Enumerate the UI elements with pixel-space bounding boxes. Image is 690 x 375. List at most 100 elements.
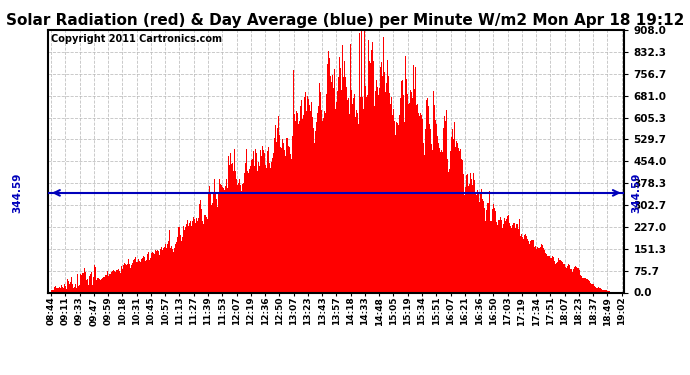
Bar [511, 228, 513, 292]
Bar [375, 92, 376, 292]
Bar [101, 279, 102, 292]
Bar [303, 115, 304, 292]
Bar [180, 235, 181, 292]
Bar [133, 260, 134, 292]
Bar [288, 146, 289, 292]
Bar [137, 262, 138, 292]
Bar [372, 42, 373, 292]
Bar [550, 258, 551, 292]
Bar [518, 229, 519, 292]
Bar [555, 264, 556, 292]
Bar [392, 116, 393, 292]
Bar [212, 203, 213, 292]
Bar [168, 243, 170, 292]
Bar [343, 77, 344, 292]
Bar [86, 280, 87, 292]
Bar [461, 159, 462, 292]
Bar [90, 274, 91, 292]
Bar [108, 274, 110, 292]
Bar [259, 166, 260, 292]
Bar [265, 165, 266, 292]
Bar [495, 211, 496, 292]
Bar [164, 247, 165, 292]
Bar [537, 247, 538, 292]
Bar [441, 150, 442, 292]
Bar [238, 183, 239, 292]
Bar [85, 272, 86, 292]
Bar [211, 206, 212, 292]
Bar [396, 122, 397, 292]
Bar [564, 264, 565, 292]
Bar [535, 246, 536, 292]
Bar [563, 264, 564, 292]
Bar [450, 151, 451, 292]
Bar [363, 109, 364, 292]
Bar [455, 147, 456, 292]
Bar [78, 286, 79, 292]
Bar [70, 287, 72, 292]
Bar [246, 159, 248, 292]
Bar [367, 95, 368, 292]
Bar [295, 112, 297, 292]
Bar [469, 184, 470, 292]
Bar [595, 287, 596, 292]
Bar [83, 273, 84, 292]
Bar [139, 261, 140, 292]
Bar [73, 288, 74, 292]
Bar [551, 258, 552, 292]
Bar [59, 288, 61, 292]
Bar [534, 246, 535, 292]
Bar [79, 274, 81, 292]
Bar [557, 262, 558, 292]
Bar [566, 267, 567, 292]
Bar [151, 253, 152, 292]
Bar [498, 220, 499, 292]
Bar [189, 224, 190, 292]
Bar [176, 243, 177, 292]
Bar [172, 249, 173, 292]
Bar [174, 248, 175, 292]
Bar [539, 248, 540, 292]
Bar [341, 90, 342, 292]
Bar [452, 129, 453, 292]
Bar [356, 110, 357, 292]
Bar [386, 83, 387, 292]
Bar [58, 288, 59, 292]
Text: Copyright 2011 Cartronics.com: Copyright 2011 Cartronics.com [51, 34, 222, 44]
Bar [464, 195, 465, 292]
Bar [262, 146, 263, 292]
Bar [357, 113, 358, 292]
Bar [167, 243, 168, 292]
Bar [205, 215, 206, 292]
Bar [412, 98, 413, 292]
Bar [69, 284, 70, 292]
Bar [146, 260, 147, 292]
Bar [591, 284, 592, 292]
Bar [289, 147, 290, 292]
Bar [406, 79, 407, 292]
Bar [507, 216, 508, 292]
Bar [401, 81, 402, 292]
Bar [503, 224, 504, 292]
Bar [496, 222, 497, 292]
Bar [87, 279, 88, 292]
Bar [91, 272, 92, 292]
Bar [286, 138, 287, 292]
Bar [516, 224, 517, 292]
Text: Solar Radiation (red) & Day Average (blue) per Minute W/m2 Mon Apr 18 19:12: Solar Radiation (red) & Day Average (blu… [6, 13, 684, 28]
Bar [382, 76, 383, 292]
Bar [253, 151, 254, 292]
Bar [600, 288, 601, 292]
Bar [306, 111, 307, 292]
Bar [484, 208, 485, 292]
Bar [236, 179, 237, 292]
Bar [62, 287, 63, 292]
Bar [162, 250, 163, 292]
Bar [310, 111, 311, 292]
Bar [324, 122, 326, 292]
Bar [554, 261, 555, 292]
Bar [222, 187, 223, 292]
Bar [188, 226, 189, 292]
Bar [319, 84, 320, 292]
Bar [490, 221, 491, 292]
